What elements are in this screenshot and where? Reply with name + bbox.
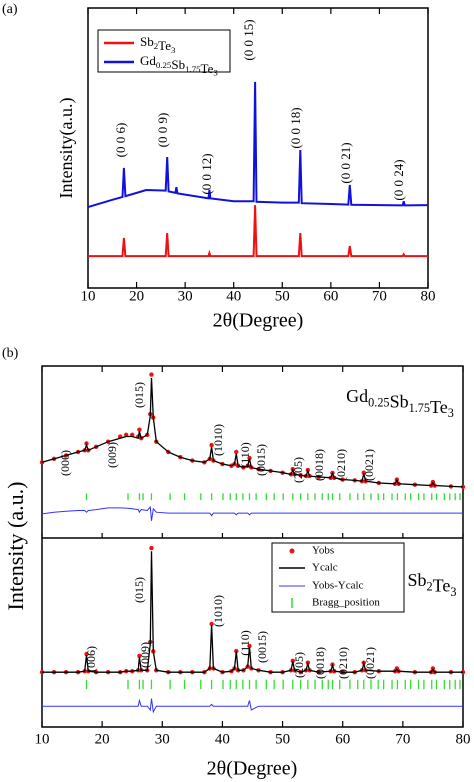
- x-tick-label: 50: [275, 731, 290, 747]
- peak-annotation: (110): [238, 442, 252, 468]
- x-tick-label: 30: [155, 731, 170, 747]
- difference-line: [41, 505, 463, 521]
- peak-annotation: (0210): [336, 647, 350, 679]
- observed-point: [234, 648, 239, 654]
- peak-annotation: (0018): [312, 449, 326, 481]
- x-tick-label: 50: [275, 288, 290, 304]
- peak-annotation: (006): [58, 450, 72, 476]
- peak-annotation: (0018): [313, 647, 327, 679]
- peak-annotation: (0 0 12): [199, 153, 214, 194]
- peak-annotation: (0 0 21): [338, 142, 353, 183]
- y-axis-label: Intensity (a.u.): [3, 482, 28, 611]
- peak-annotation: (0021): [363, 647, 377, 679]
- legend-label: Sb2Te3: [140, 34, 176, 55]
- peak-annotation: (0021): [362, 449, 376, 481]
- observed-point: [290, 658, 295, 664]
- legend-label: Ycalc: [312, 562, 338, 574]
- sample-label: Sb2Te3: [408, 570, 457, 598]
- peak-annotation: (0015): [255, 631, 269, 663]
- observed-point: [149, 545, 154, 551]
- x-tick-label: 70: [395, 731, 410, 747]
- x-tick-label: 40: [215, 731, 230, 747]
- x-axis-label: 2θ(Degree): [213, 310, 304, 332]
- legend-swatch: [289, 548, 295, 554]
- panel-label: (b): [2, 346, 19, 361]
- peak-annotation: (006): [84, 646, 98, 672]
- observed-point: [149, 372, 154, 377]
- peak-annotation: (0 0 18): [288, 107, 303, 148]
- calculated-line: [42, 551, 463, 673]
- observed-point: [39, 460, 45, 465]
- x-tick-label: 40: [226, 288, 241, 304]
- observed-point: [84, 651, 89, 657]
- legend-box: [97, 29, 231, 73]
- calculated-line: [41, 377, 464, 488]
- observed-point: [247, 455, 252, 461]
- peak-annotation: (0 0 24): [391, 159, 406, 200]
- x-tick-label: 60: [323, 288, 338, 304]
- peak-annotation: (110): [238, 630, 252, 656]
- observed-point: [209, 442, 214, 448]
- data-line: [88, 205, 428, 258]
- observed-point: [247, 643, 252, 649]
- x-tick-label: 10: [81, 288, 96, 304]
- x-tick-label: 20: [95, 731, 110, 747]
- peak-annotation: (0 0 6): [113, 123, 128, 158]
- peak-annotation: (009): [105, 442, 119, 468]
- legend-box: [271, 542, 405, 613]
- legend-label: Yobs: [312, 545, 334, 557]
- observed-point: [460, 484, 466, 490]
- peak-annotation: (009): [138, 642, 152, 668]
- x-tick-label: 60: [335, 731, 350, 747]
- legend-label: Gd0.25Sb1.75Te3: [140, 53, 218, 78]
- observed-point: [361, 470, 366, 475]
- observed-point: [234, 449, 239, 455]
- peak-annotation: (0 0 15): [241, 19, 256, 60]
- y-axis-label: Intensity(a.u.): [56, 98, 77, 199]
- legend-label: Yobs-Ycalc: [312, 580, 364, 592]
- sample-label: Gd0.25Sb1.75Te3: [346, 386, 454, 420]
- peak-annotation: (015): [132, 577, 146, 603]
- x-tick-label: 30: [178, 288, 193, 304]
- x-tick-label: 80: [456, 731, 471, 747]
- peak-annotation: (0015): [254, 444, 268, 476]
- x-tick-label: 10: [35, 731, 50, 747]
- plot-frame: [87, 7, 429, 289]
- observed-point: [209, 621, 214, 627]
- peak-annotation: (1010): [211, 424, 225, 456]
- peak-annotation: (205): [291, 457, 305, 483]
- peak-annotation: (0210): [334, 449, 348, 481]
- peak-annotation: (205): [292, 652, 306, 678]
- peak-annotation: (0 0 9): [155, 113, 170, 148]
- difference-line: [42, 698, 463, 714]
- legend-label: Bragg_position: [312, 597, 380, 609]
- x-tick-label: 70: [372, 288, 387, 304]
- observed-point: [137, 653, 142, 659]
- panel-label: (a): [2, 2, 18, 17]
- x-tick-label: 80: [421, 288, 436, 304]
- data-line: [87, 81, 429, 209]
- plot-frame: [41, 365, 464, 728]
- peak-annotation: (015): [132, 382, 146, 408]
- x-axis-label: 2θ(Degree): [207, 758, 298, 780]
- observed-point: [137, 427, 142, 432]
- x-tick-label: 20: [129, 288, 144, 304]
- peak-annotation: (1010): [211, 595, 225, 627]
